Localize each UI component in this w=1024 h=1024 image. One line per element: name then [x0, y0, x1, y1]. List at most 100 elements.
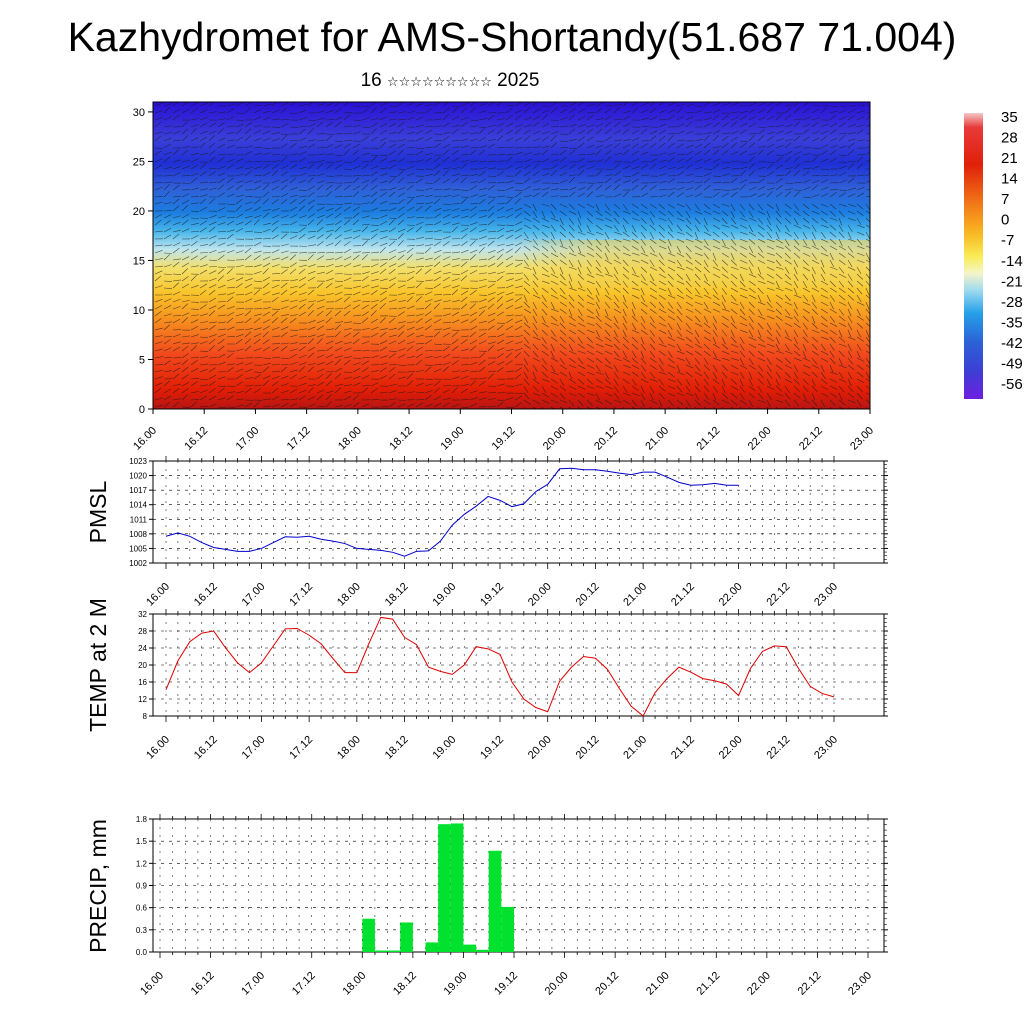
wind-barb: [712, 343, 720, 349]
wind-barb: [667, 142, 675, 149]
wind-barb: [613, 193, 622, 198]
wind-barb: [181, 394, 189, 401]
wind-barb: [325, 394, 332, 401]
wind-barb: [847, 301, 852, 310]
wind-barb: [334, 359, 341, 366]
wind-barb: [334, 234, 342, 240]
wind-barb: [352, 368, 361, 373]
wind-barb: [658, 308, 667, 314]
wind-barb: [253, 104, 262, 107]
wind-barb: [460, 145, 469, 149]
wind-barb: [856, 336, 864, 342]
wind-barb: [595, 210, 603, 217]
wind-barb: [442, 285, 451, 289]
wind-barb: [199, 395, 208, 401]
wind-barb: [343, 403, 352, 408]
wind-barb: [298, 233, 306, 240]
wind-barb: [766, 107, 774, 114]
wind-barb: [631, 150, 640, 156]
wind-barb: [361, 271, 370, 275]
wind-barb: [838, 132, 847, 135]
wind-barb: [532, 266, 537, 275]
wind-barb: [784, 399, 791, 407]
wind-barb: [784, 245, 792, 252]
wind-barb: [379, 173, 388, 177]
wind-barb: [289, 299, 298, 303]
wind-barb: [649, 287, 657, 293]
wind-barb: [595, 364, 601, 372]
wind-barb: [793, 156, 800, 163]
wind-barb: [595, 149, 602, 156]
wind-barb: [712, 273, 721, 279]
wind-barb: [856, 343, 862, 351]
wind-barb: [280, 143, 288, 149]
wind-barb: [253, 388, 261, 394]
precip-panel: 0.00.30.60.91.21.51.8 16.00 16.12 17.00 17.…: [85, 814, 888, 998]
wind-barb: [730, 177, 738, 184]
wind-barb: [667, 188, 676, 191]
wind-barb: [298, 395, 306, 401]
wind-barb: [829, 350, 835, 358]
wind-barb: [172, 258, 181, 261]
wind-barb: [235, 308, 245, 310]
wind-barb: [334, 387, 342, 394]
wind-barb: [334, 284, 343, 289]
wind-barb: [190, 319, 199, 324]
wind-barb: [550, 294, 559, 299]
wind-barb: [307, 303, 315, 310]
wind-barb: [244, 102, 253, 107]
wind-barb: [631, 280, 639, 287]
wind-barb: [280, 179, 289, 184]
wind-barb: [469, 290, 477, 296]
wind-barb: [622, 357, 631, 363]
wind-barb: [325, 360, 334, 366]
wind-barb: [298, 104, 307, 107]
wind-barb: [298, 328, 307, 331]
wind-barb: [766, 266, 775, 271]
wind-barb: [298, 346, 306, 352]
wind-barb: [694, 217, 701, 225]
wind-barb: [226, 131, 235, 135]
wind-barb: [352, 322, 362, 324]
wind-barb: [424, 137, 433, 142]
colorbar-label: -14: [1001, 253, 1023, 270]
wind-barb: [847, 364, 855, 371]
wind-barb: [451, 105, 460, 107]
wind-barb: [388, 401, 396, 408]
wind-barb: [334, 291, 343, 296]
wind-barb: [208, 388, 216, 394]
wind-barb: [703, 245, 711, 251]
wind-barb: [649, 238, 657, 244]
wind-barb: [730, 116, 739, 121]
wind-barb: [811, 259, 820, 264]
wind-barb: [667, 135, 674, 142]
wind-barb: [577, 357, 584, 365]
x-tick-label: 21.00: [621, 734, 649, 762]
wind-barb: [235, 381, 243, 387]
wind-barb: [802, 203, 810, 210]
wind-barb: [766, 399, 771, 408]
wind-barb: [514, 278, 523, 282]
wind-barb: [847, 287, 855, 294]
wind-barb: [847, 163, 855, 170]
y-tick-label: 1017: [129, 486, 147, 495]
wind-barb: [469, 107, 476, 114]
wind-barb: [307, 363, 316, 366]
wind-barb: [433, 368, 442, 373]
wind-barb: [577, 157, 586, 163]
wind-barb: [325, 293, 334, 296]
wind-barb: [613, 184, 621, 191]
wind-barb: [694, 371, 703, 377]
wind-barb: [334, 226, 341, 233]
wind-barb: [847, 392, 855, 399]
wind-barb: [640, 245, 646, 254]
wind-barb: [613, 121, 621, 128]
wind-barb: [658, 142, 666, 149]
wind-barb: [460, 241, 468, 247]
wind-barb: [829, 210, 836, 217]
wind-barb: [496, 227, 505, 233]
wind-barb: [667, 364, 676, 369]
wind-barb: [469, 147, 479, 149]
wind-barb: [721, 371, 728, 379]
wind-barb: [541, 392, 549, 398]
